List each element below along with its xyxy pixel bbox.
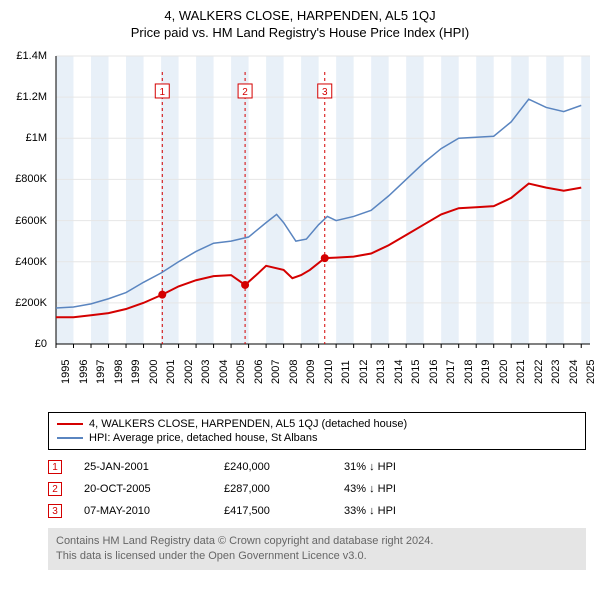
x-tick-label: 1997 (95, 360, 107, 384)
x-tick-label: 2000 (148, 360, 160, 384)
x-tick-label: 2013 (375, 360, 387, 384)
x-tick-label: 2011 (340, 360, 352, 384)
event-price: £417,500 (224, 505, 344, 517)
footer-line: This data is licensed under the Open Gov… (56, 549, 578, 564)
event-price: £287,000 (224, 483, 344, 495)
event-marker-icon: 2 (48, 482, 62, 496)
x-tick-label: 2023 (550, 360, 562, 384)
figure: 4, WALKERS CLOSE, HARPENDEN, AL5 1QJ Pri… (0, 0, 600, 570)
line-chart: 1 2 3 (0, 44, 600, 404)
svg-text:2: 2 (242, 87, 248, 98)
event-row: 2 20-OCT-2005 £287,000 43% ↓ HPI (48, 478, 586, 500)
legend-swatch (57, 423, 83, 425)
event-price: £240,000 (224, 461, 344, 473)
event-diff: 33% ↓ HPI (344, 505, 396, 517)
event-date: 25-JAN-2001 (84, 461, 224, 473)
x-tick-label: 2005 (235, 360, 247, 384)
event-date: 20-OCT-2005 (84, 483, 224, 495)
y-tick-label: £800K (15, 173, 47, 185)
chart-title: 4, WALKERS CLOSE, HARPENDEN, AL5 1QJ (0, 0, 600, 23)
legend-label: HPI: Average price, detached house, St A… (89, 432, 318, 444)
x-tick-label: 2016 (428, 360, 440, 384)
event-marker-icon: 3 (48, 504, 62, 518)
x-tick-label: 2002 (183, 360, 195, 384)
chart-subtitle: Price paid vs. HM Land Registry's House … (0, 23, 600, 44)
event-diff: 31% ↓ HPI (344, 461, 396, 473)
x-tick-label: 2015 (410, 360, 422, 384)
event-row: 1 25-JAN-2001 £240,000 31% ↓ HPI (48, 456, 586, 478)
y-tick-label: £200K (15, 297, 47, 309)
x-tick-label: 2024 (568, 360, 580, 384)
x-tick-label: 2004 (218, 360, 230, 384)
x-tick-label: 2021 (515, 360, 527, 384)
x-tick-label: 1998 (113, 360, 125, 384)
x-tick-label: 1999 (130, 360, 142, 384)
event-marker-icon: 1 (48, 460, 62, 474)
legend-swatch (57, 437, 83, 439)
y-tick-label: £1.2M (16, 91, 47, 103)
event-diff: 43% ↓ HPI (344, 483, 396, 495)
x-tick-label: 2001 (165, 360, 177, 384)
x-tick-label: 1995 (60, 360, 72, 384)
y-tick-label: £400K (15, 256, 47, 268)
svg-text:3: 3 (322, 87, 328, 98)
x-tick-label: 2017 (445, 360, 457, 384)
x-tick-label: 2018 (463, 360, 475, 384)
event-row: 3 07-MAY-2010 £417,500 33% ↓ HPI (48, 500, 586, 522)
legend: 4, WALKERS CLOSE, HARPENDEN, AL5 1QJ (de… (48, 412, 586, 450)
legend-item: 4, WALKERS CLOSE, HARPENDEN, AL5 1QJ (de… (57, 417, 577, 431)
x-tick-label: 2019 (480, 360, 492, 384)
x-tick-label: 2007 (270, 360, 282, 384)
y-tick-label: £600K (15, 215, 47, 227)
event-date: 07-MAY-2010 (84, 505, 224, 517)
x-tick-label: 2006 (253, 360, 265, 384)
legend-item: HPI: Average price, detached house, St A… (57, 431, 577, 445)
x-tick-label: 2003 (200, 360, 212, 384)
y-tick-label: £1M (26, 132, 47, 144)
x-tick-label: 2014 (393, 360, 405, 384)
events-table: 1 25-JAN-2001 £240,000 31% ↓ HPI 2 20-OC… (48, 456, 586, 522)
x-tick-label: 2009 (305, 360, 317, 384)
attribution-footer: Contains HM Land Registry data © Crown c… (48, 528, 586, 570)
svg-text:1: 1 (159, 87, 165, 98)
x-tick-label: 2010 (323, 360, 335, 384)
x-tick-label: 2025 (585, 360, 597, 384)
y-tick-label: £1.4M (16, 50, 47, 62)
x-tick-label: 2022 (533, 360, 545, 384)
footer-line: Contains HM Land Registry data © Crown c… (56, 534, 578, 549)
x-tick-label: 1996 (78, 360, 90, 384)
y-tick-label: £0 (35, 338, 47, 350)
x-tick-label: 2012 (358, 360, 370, 384)
x-tick-label: 2020 (498, 360, 510, 384)
legend-label: 4, WALKERS CLOSE, HARPENDEN, AL5 1QJ (de… (89, 418, 407, 430)
x-tick-label: 2008 (288, 360, 300, 384)
chart-area: 123 £0£200K£400K£600K£800K£1M£1.2M£1.4M … (0, 44, 600, 404)
